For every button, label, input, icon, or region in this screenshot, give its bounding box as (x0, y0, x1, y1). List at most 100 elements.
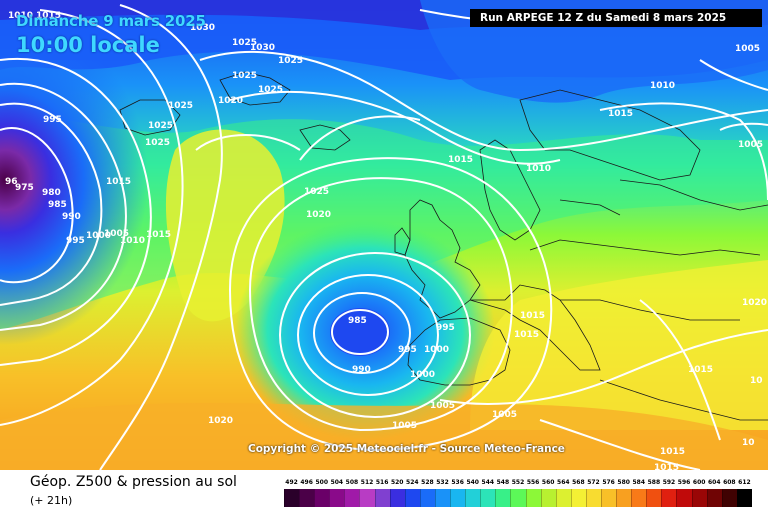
svg-text:10: 10 (750, 376, 763, 386)
svg-text:1025: 1025 (148, 121, 173, 131)
scale-swatch-608 (721, 489, 737, 507)
scale-tick-508: 508 (345, 479, 359, 486)
svg-text:1025: 1025 (278, 56, 303, 66)
svg-text:1025: 1025 (232, 38, 257, 48)
svg-text:975: 975 (15, 183, 34, 193)
map-canvas: 1030 1025 1030 1025 1025 1025 1025 1020 … (0, 0, 768, 470)
scale-swatch-508 (344, 489, 360, 507)
scale-tick-568: 568 (572, 479, 585, 486)
svg-text:1015: 1015 (514, 330, 539, 340)
scale-swatch-520 (389, 489, 405, 507)
svg-text:1020: 1020 (742, 298, 767, 308)
svg-text:1000: 1000 (86, 231, 111, 241)
scale-tick-556: 556 (526, 479, 540, 486)
legend-bar: Géop. Z500 & pression au sol (+ 21h) 492… (0, 470, 768, 512)
scale-swatch-512 (359, 489, 375, 507)
svg-text:995: 995 (43, 115, 62, 125)
scale-tick-524: 524 (406, 479, 419, 486)
scale-swatch-596 (676, 489, 692, 507)
svg-text:1025: 1025 (168, 101, 193, 111)
scale-swatch-612 (736, 489, 752, 507)
svg-text:1020: 1020 (306, 210, 331, 220)
svg-text:96: 96 (5, 177, 18, 187)
svg-text:985: 985 (348, 316, 367, 326)
scale-swatch-600 (691, 489, 707, 507)
svg-text:1000: 1000 (410, 370, 435, 380)
scale-tick-608: 608 (723, 479, 736, 486)
scale-tick-612: 612 (738, 479, 751, 486)
scale-swatch-556 (525, 489, 541, 507)
color-scale: 492 496 500 504 508 512 516 520 524 528 532 536 540 5… (284, 479, 752, 509)
scale-tick-572: 572 (587, 479, 600, 486)
scale-tick-580: 580 (617, 479, 630, 486)
legend-title: Géop. Z500 & pression au sol (30, 474, 237, 490)
scale-swatch-496 (299, 489, 315, 507)
svg-text:1015: 1015 (688, 365, 713, 375)
scale-tick-564: 564 (557, 479, 570, 486)
svg-text:980: 980 (42, 188, 61, 198)
svg-text:995: 995 (398, 345, 417, 355)
scale-tick-492: 492 (285, 479, 298, 486)
scale-tick-592: 592 (662, 479, 676, 486)
svg-text:1005: 1005 (104, 229, 129, 239)
scale-tick-576: 576 (602, 479, 615, 486)
scale-tick-512: 512 (360, 479, 374, 486)
svg-text:1015: 1015 (106, 177, 131, 187)
scale-tick-516: 516 (375, 479, 389, 486)
svg-text:995: 995 (66, 236, 85, 246)
svg-text:1005: 1005 (738, 140, 763, 150)
scale-tick-540: 540 (466, 479, 479, 486)
forecast-date: Dimanche 9 mars 2025 (16, 12, 206, 30)
scale-tick-544: 544 (481, 479, 495, 486)
scale-swatch-572 (585, 489, 601, 507)
scale-swatch-560 (540, 489, 556, 507)
scale-swatch-516 (374, 489, 390, 507)
scale-swatch-504 (329, 489, 345, 507)
svg-text:1010: 1010 (8, 11, 33, 21)
scale-swatch-500 (314, 489, 330, 507)
svg-text:985: 985 (48, 200, 67, 210)
scale-tick-532: 532 (436, 479, 449, 486)
scale-swatch-536 (450, 489, 466, 507)
svg-text:1010: 1010 (650, 81, 675, 91)
svg-text:1000: 1000 (424, 345, 449, 355)
scale-swatch-580 (616, 489, 632, 507)
scale-swatch-544 (480, 489, 496, 507)
svg-text:1025: 1025 (145, 138, 170, 148)
svg-text:990: 990 (352, 365, 371, 375)
scale-swatch-604 (706, 489, 722, 507)
svg-text:995: 995 (436, 323, 455, 333)
forecast-time: 10:00 locale (16, 33, 160, 57)
svg-text:1030: 1030 (250, 43, 275, 53)
scale-tick-596: 596 (677, 479, 691, 486)
scale-swatch-524 (404, 489, 420, 507)
scale-tick-496: 496 (300, 479, 313, 486)
scale-swatch-576 (600, 489, 617, 507)
svg-text:1005: 1005 (492, 410, 517, 420)
scale-swatch-548 (495, 489, 511, 507)
svg-text:1015: 1015 (36, 11, 61, 21)
scale-tick-548: 548 (496, 479, 510, 486)
scale-swatch-532 (434, 489, 451, 507)
svg-text:990: 990 (62, 212, 81, 222)
svg-text:1030: 1030 (190, 23, 215, 33)
svg-text:1010: 1010 (120, 236, 145, 246)
model-run-label: Run ARPEGE 12 Z du Samedi 8 mars 2025 (470, 9, 762, 27)
svg-text:10: 10 (742, 438, 755, 448)
scale-swatch-568 (570, 489, 586, 507)
scale-tick-588: 588 (647, 479, 661, 486)
scale-swatch-584 (631, 489, 647, 507)
weather-map: 1030 1025 1030 1025 1025 1025 1025 1020 … (0, 0, 768, 470)
svg-text:1015: 1015 (448, 155, 473, 165)
scale-swatch-540 (465, 489, 481, 507)
svg-text:1025: 1025 (258, 85, 283, 95)
scale-tick-528: 528 (421, 479, 434, 486)
svg-text:1025: 1025 (304, 187, 329, 197)
svg-text:1005: 1005 (392, 421, 417, 431)
legend-subtitle: (+ 21h) (30, 494, 73, 507)
svg-text:1020: 1020 (208, 416, 233, 426)
color-scale-cells (284, 489, 752, 507)
scale-swatch-564 (555, 489, 571, 507)
svg-text:1015: 1015 (146, 230, 171, 240)
svg-text:1015: 1015 (608, 109, 633, 119)
